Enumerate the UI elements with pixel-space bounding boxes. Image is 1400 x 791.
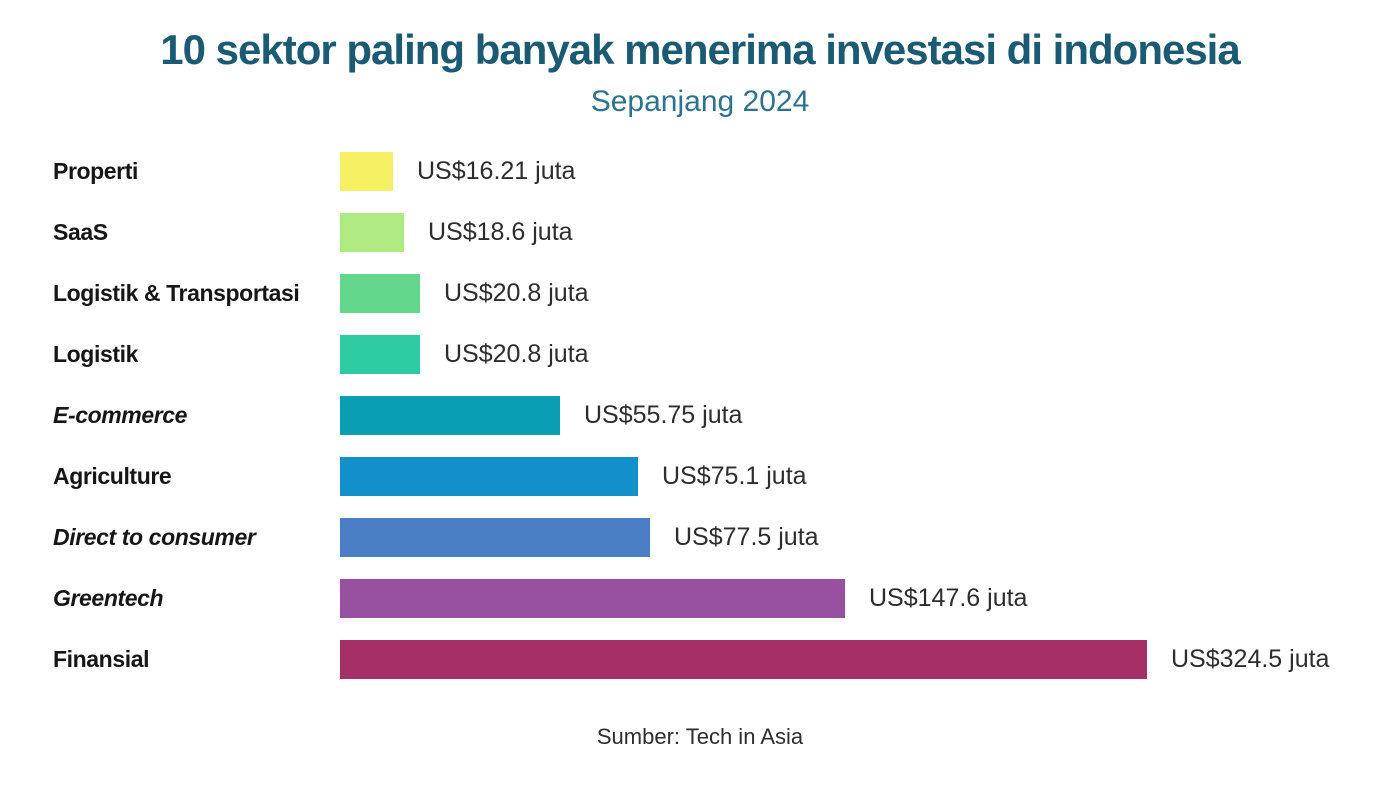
bar-chart: Properti US$16.21 juta SaaS US$18.6 juta Log… [0, 141, 1400, 690]
bar [340, 213, 404, 252]
bar-area: US$77.5 juta [340, 518, 1400, 557]
category-label: Finansial [53, 646, 150, 672]
bar-area: US$16.21 juta [340, 152, 1400, 191]
chart-title: 10 sektor paling banyak menerima investa… [160, 26, 1240, 73]
bar-area: US$18.6 juta [340, 213, 1400, 252]
bar-area: US$20.8 juta [340, 335, 1400, 374]
value-label: US$20.8 juta [444, 279, 589, 307]
chart-subtitle: Sepanjang 2024 [590, 85, 810, 118]
bar-row: Finansial US$324.5 juta [53, 629, 1400, 690]
bar [340, 518, 650, 557]
category-label: Direct to consumer [53, 524, 256, 550]
infographic-canvas: 10 sektor paling banyak menerima investa… [0, 26, 1400, 791]
bar-row: SaaS US$18.6 juta [53, 202, 1400, 263]
category-label: Logistik [53, 341, 138, 367]
bar-area: US$20.8 juta [340, 274, 1400, 313]
bar [340, 274, 420, 313]
bar [340, 640, 1147, 679]
value-label: US$55.75 juta [584, 401, 743, 429]
bar-row: Logistik & Transportasi US$20.8 juta [53, 263, 1400, 324]
bar [340, 335, 420, 374]
bar-row: Direct to consumer US$77.5 juta [53, 507, 1400, 568]
category-label: Agriculture [53, 463, 172, 489]
value-label: US$16.21 juta [417, 157, 576, 185]
bar-area: US$147.6 juta [340, 579, 1400, 618]
bar-row: Greentech US$147.6 juta [53, 568, 1400, 629]
bar-row: E-commerce US$55.75 juta [53, 385, 1400, 446]
bar-area: US$324.5 juta [340, 640, 1400, 679]
value-label: US$324.5 juta [1171, 645, 1330, 673]
value-label: US$147.6 juta [869, 584, 1028, 612]
bar [340, 152, 393, 191]
bar [340, 457, 638, 496]
bar-row: Logistik US$20.8 juta [53, 324, 1400, 385]
category-label: Properti [53, 158, 138, 184]
bar-row: Properti US$16.21 juta [53, 141, 1400, 202]
value-label: US$20.8 juta [444, 340, 589, 368]
bar-area: US$55.75 juta [340, 396, 1400, 435]
source-credit: Sumber: Tech in Asia [596, 724, 804, 749]
value-label: US$75.1 juta [662, 462, 807, 490]
category-label: Logistik & Transportasi [53, 280, 300, 306]
bar [340, 396, 560, 435]
bar [340, 579, 845, 618]
category-label: Greentech [53, 585, 164, 611]
bar-area: US$75.1 juta [340, 457, 1400, 496]
category-label: E-commerce [53, 402, 188, 428]
category-label: SaaS [53, 219, 108, 245]
value-label: US$77.5 juta [674, 523, 819, 551]
value-label: US$18.6 juta [428, 218, 573, 246]
bar-row: Agriculture US$75.1 juta [53, 446, 1400, 507]
